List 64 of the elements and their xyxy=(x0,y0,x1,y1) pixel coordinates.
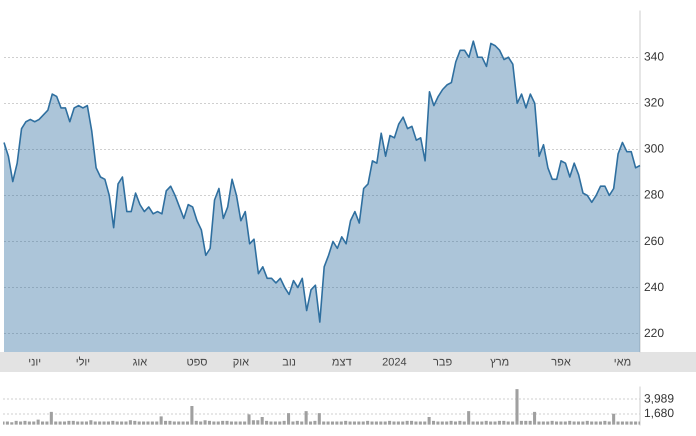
bar xyxy=(94,422,97,425)
y-tick-label: 260 xyxy=(644,234,664,248)
bar xyxy=(370,422,374,425)
bar xyxy=(146,422,150,425)
x-tick-label: מרץ xyxy=(490,356,510,369)
bar xyxy=(362,422,365,425)
x-tick-label: פבר xyxy=(433,356,452,369)
x-tick-label: מאי xyxy=(614,356,632,369)
bar xyxy=(564,422,567,425)
bar xyxy=(484,420,488,425)
y-tick-label: 320 xyxy=(644,96,664,110)
bar xyxy=(330,422,334,425)
bar xyxy=(392,422,396,425)
bar xyxy=(260,417,264,425)
bar xyxy=(524,420,528,425)
y-tick-label: 280 xyxy=(644,188,664,202)
bar xyxy=(546,422,550,425)
bar xyxy=(116,422,119,425)
bar xyxy=(586,420,589,425)
bar xyxy=(576,422,580,425)
x-tick-label: אוק xyxy=(232,356,250,369)
bar xyxy=(238,422,242,425)
bar xyxy=(138,422,141,425)
bar xyxy=(84,422,88,425)
x-tick-label: יולי xyxy=(76,356,90,369)
bar xyxy=(199,422,202,425)
x-tick-label: 2024 xyxy=(382,356,407,369)
bar xyxy=(638,422,640,425)
bar xyxy=(384,422,387,425)
bar xyxy=(10,422,14,425)
bar xyxy=(318,413,321,425)
y-tick-label: 3,989 xyxy=(644,391,674,406)
y-tick-label: 340 xyxy=(644,50,664,64)
y-tick-label: 220 xyxy=(644,326,664,340)
bar xyxy=(247,414,251,425)
bar xyxy=(76,422,80,425)
bar xyxy=(630,422,633,425)
bar xyxy=(554,422,558,425)
bar xyxy=(124,422,128,425)
x-tick-label: ספט xyxy=(186,356,208,369)
bar xyxy=(3,422,5,425)
bar xyxy=(379,422,382,425)
bar xyxy=(445,422,448,425)
bar xyxy=(278,422,282,425)
bar xyxy=(493,422,497,425)
bar xyxy=(340,422,343,425)
bar xyxy=(269,422,273,425)
bar xyxy=(454,422,458,425)
x-tick-label: אפר xyxy=(551,356,571,369)
bar xyxy=(177,422,180,425)
y-tick-label: 1,680 xyxy=(644,406,674,420)
x-tick-label: יוני xyxy=(28,356,42,369)
bar xyxy=(216,422,220,425)
y-tick-label: 240 xyxy=(644,280,664,294)
bar xyxy=(440,422,444,425)
bar xyxy=(32,422,36,425)
y-tick-label: 300 xyxy=(644,142,664,156)
bar xyxy=(515,389,519,425)
bar xyxy=(506,422,510,425)
x-tick-label: נוב xyxy=(282,356,296,369)
bar xyxy=(401,422,404,425)
x-tick-label: אוג xyxy=(132,356,148,369)
x-tick-label: דצמ xyxy=(332,356,352,369)
bar xyxy=(62,422,66,425)
